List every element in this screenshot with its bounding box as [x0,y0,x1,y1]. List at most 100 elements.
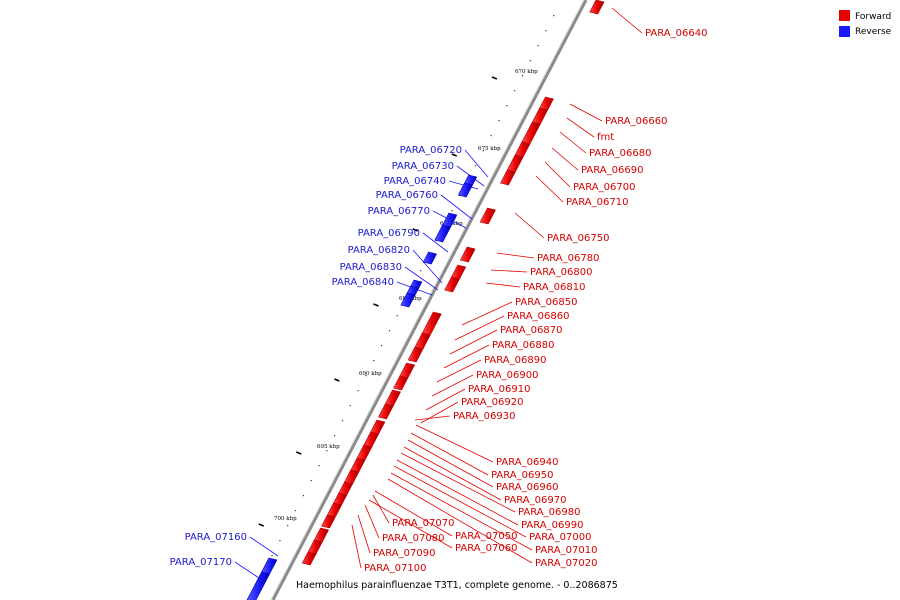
minor-tick [341,420,344,422]
gene-label[interactable]: PARA_06940 [496,457,558,468]
leader-line [490,269,528,273]
gene-label[interactable]: PARA_06890 [484,355,546,366]
gene-label[interactable]: PARA_06920 [461,397,523,408]
gene-label[interactable]: PARA_06700 [573,182,635,193]
minor-tick [521,75,524,77]
minor-tick [373,360,375,362]
gene-label[interactable]: PARA_06970 [504,495,566,506]
gene-layer [246,0,605,600]
gene-label[interactable]: PARA_06870 [500,325,562,336]
gene-reverse [457,182,473,198]
gene-label[interactable]: PARA_07080 [382,533,444,544]
gene-label[interactable]: PARA_06910 [468,384,530,395]
leader-line [569,103,603,122]
gene-label[interactable]: PARA_06730 [392,161,454,172]
minor-tick [310,480,312,482]
gene-label[interactable]: PARA_06790 [358,228,420,239]
tick-label: 700 kbp [274,516,297,522]
gene-forward [539,96,554,111]
gene-forward [356,444,373,461]
leader-line [454,315,505,341]
gene-label[interactable]: PARA_06770 [368,206,430,217]
gene-label[interactable]: PARA_06880 [492,340,554,351]
gene-forward [589,0,605,15]
gene-label[interactable]: PARA_06660 [605,116,667,127]
gene-label[interactable]: PARA_06780 [537,253,599,264]
gene-label[interactable]: PARA_06690 [581,165,643,176]
tick-mark [412,228,418,232]
gene-label[interactable]: PARA_06820 [348,245,410,256]
legend-swatch-reverse [839,26,850,37]
leader-line [559,131,587,154]
gene-label[interactable]: PARA_07090 [373,548,435,559]
minor-tick [490,135,492,137]
gene-label[interactable]: PARA_07000 [529,532,591,543]
gene-label[interactable]: PARA_06640 [645,28,707,39]
tick-label: 670 kbp [515,69,538,75]
gene-label[interactable]: PARA_06710 [566,197,628,208]
gene-label[interactable]: PARA_06850 [515,297,577,308]
tick-mark [451,153,458,157]
gene-label[interactable]: PARA_06760 [376,190,438,201]
minor-tick [271,555,273,557]
gene-label[interactable]: PARA_06840 [332,277,394,288]
gene-label[interactable]: PARA_06680 [589,148,651,159]
minor-tick [302,495,304,497]
gene-label[interactable]: PARA_07010 [535,545,597,556]
tick-mark [334,378,340,382]
gene-label[interactable]: PARA_07050 [455,531,517,542]
leader-line [464,149,489,178]
gene-label[interactable]: PARA_07060 [455,543,517,554]
tick-mark [373,303,379,307]
leader-line [404,266,439,291]
leader-line [496,252,535,259]
gene-forward [393,375,409,391]
leader-line [393,465,527,538]
leader-line [485,282,521,288]
minor-tick [334,435,336,437]
gene-forward [506,154,524,173]
gene-label[interactable]: PARA_07160 [185,532,247,543]
minor-tick [451,210,453,212]
leader-line [351,524,362,569]
leader-line [374,490,453,537]
gene-label[interactable]: PARA_06740 [384,176,446,187]
genome-title: Haemophilus parainfluenzae T3T1, complet… [296,580,618,591]
gene-label[interactable]: PARA_06980 [518,507,580,518]
gene-label[interactable]: PARA_06750 [547,233,609,244]
gene-forward [521,121,541,145]
leader-line [372,494,390,524]
gene-label[interactable]: fmt [597,132,614,143]
minor-tick [365,375,367,377]
leader-line-layer [234,7,643,581]
gene-label[interactable]: PARA_06810 [523,282,585,293]
leader-line [415,424,494,463]
gene-label[interactable]: PARA_06960 [496,482,558,493]
leader-line [234,561,263,581]
gene-label[interactable]: PARA_06800 [530,267,592,278]
tick-label: 675 kbp [478,146,501,152]
gene-label[interactable]: PARA_06720 [400,145,462,156]
gene-label[interactable]: PARA_06860 [507,311,569,322]
gene-label[interactable]: PARA_06900 [476,370,538,381]
tick-mark [258,523,264,527]
leader-line [407,439,494,488]
gene-label[interactable]: PARA_06930 [453,411,515,422]
gene-forward [399,362,416,379]
gene-forward [344,469,360,485]
gene-label[interactable]: PARA_06950 [491,470,553,481]
tick-label: 690 kbp [359,371,382,377]
gene-label[interactable]: PARA_06830 [340,262,402,273]
minor-tick [420,270,422,272]
minor-tick [294,510,297,512]
genome-backbone [271,0,588,600]
gene-label[interactable]: PARA_06990 [521,520,583,531]
gene-label[interactable]: PARA_07070 [392,518,454,529]
gene-label[interactable]: PARA_07100 [364,563,426,574]
leader-line [364,504,380,539]
gene-forward [444,276,460,293]
gene-label[interactable]: PARA_07020 [535,558,597,569]
gene-label[interactable]: PARA_07170 [170,557,232,568]
gene-forward [301,551,317,566]
